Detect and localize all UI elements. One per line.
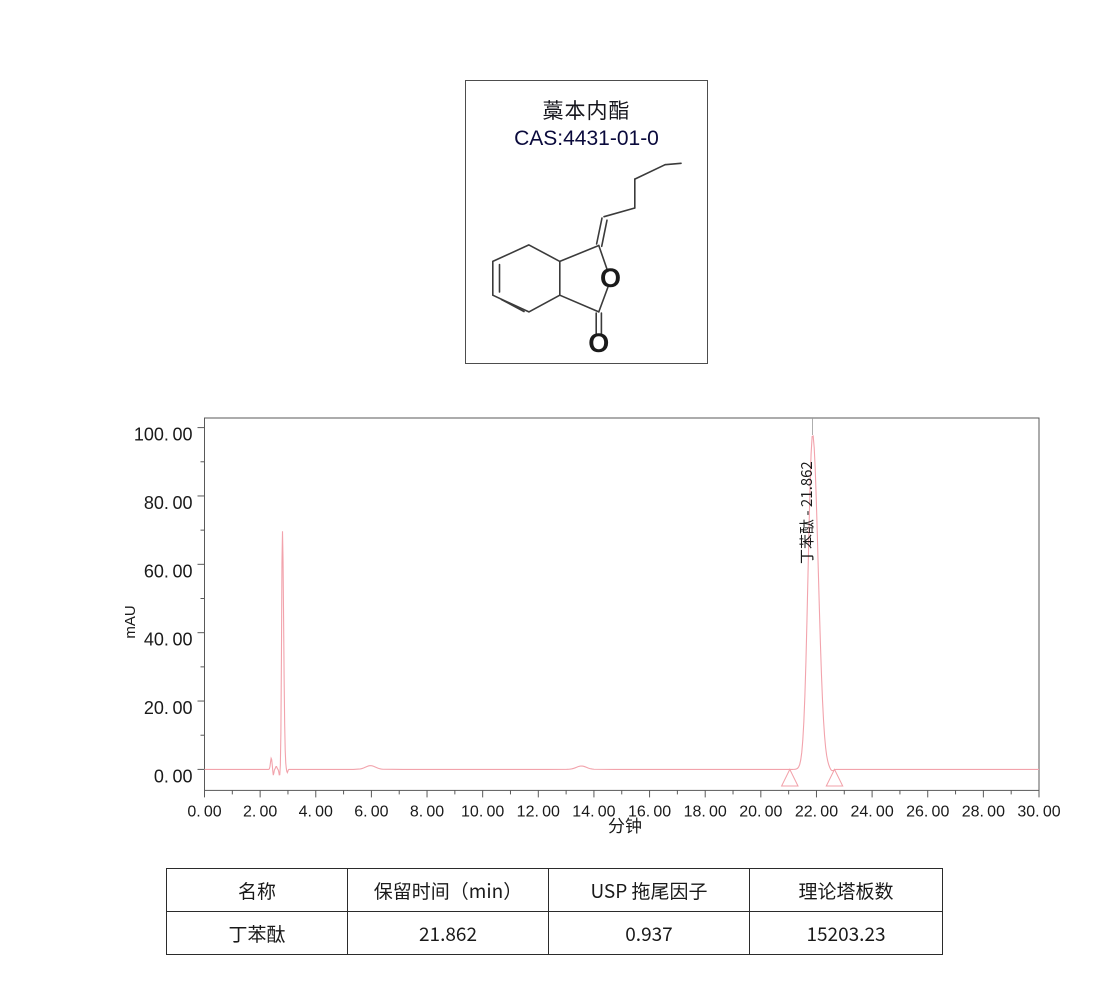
svg-text:20. 00: 20. 00 — [144, 698, 193, 718]
svg-text:丁苯酞 - 21.862: 丁苯酞 - 21.862 — [796, 461, 817, 564]
svg-text:16. 00: 16. 00 — [628, 804, 671, 821]
svg-text:20. 00: 20. 00 — [739, 804, 782, 821]
svg-text:28. 00: 28. 00 — [962, 804, 1005, 821]
svg-text:8. 00: 8. 00 — [410, 804, 444, 821]
svg-text:30. 00: 30. 00 — [1017, 804, 1060, 821]
svg-text:14. 00: 14. 00 — [572, 804, 615, 821]
svg-text:80. 00: 80. 00 — [144, 493, 193, 513]
svg-text:2. 00: 2. 00 — [243, 804, 277, 821]
svg-text:6. 00: 6. 00 — [354, 804, 388, 821]
svg-text:26. 00: 26. 00 — [906, 804, 949, 821]
svg-text:60. 00: 60. 00 — [144, 561, 193, 581]
svg-text:0. 00: 0. 00 — [154, 766, 193, 786]
svg-text:100. 00: 100. 00 — [134, 425, 193, 445]
svg-text:0. 00: 0. 00 — [187, 804, 221, 821]
svg-text:12. 00: 12. 00 — [517, 804, 560, 821]
svg-text:24. 00: 24. 00 — [850, 804, 893, 821]
svg-text:40. 00: 40. 00 — [144, 630, 193, 650]
svg-text:22. 00: 22. 00 — [795, 804, 838, 821]
svg-text:10. 00: 10. 00 — [461, 804, 504, 821]
svg-text:mAU: mAU — [122, 605, 139, 638]
svg-text:4. 00: 4. 00 — [299, 804, 333, 821]
svg-text:18. 00: 18. 00 — [684, 804, 727, 821]
